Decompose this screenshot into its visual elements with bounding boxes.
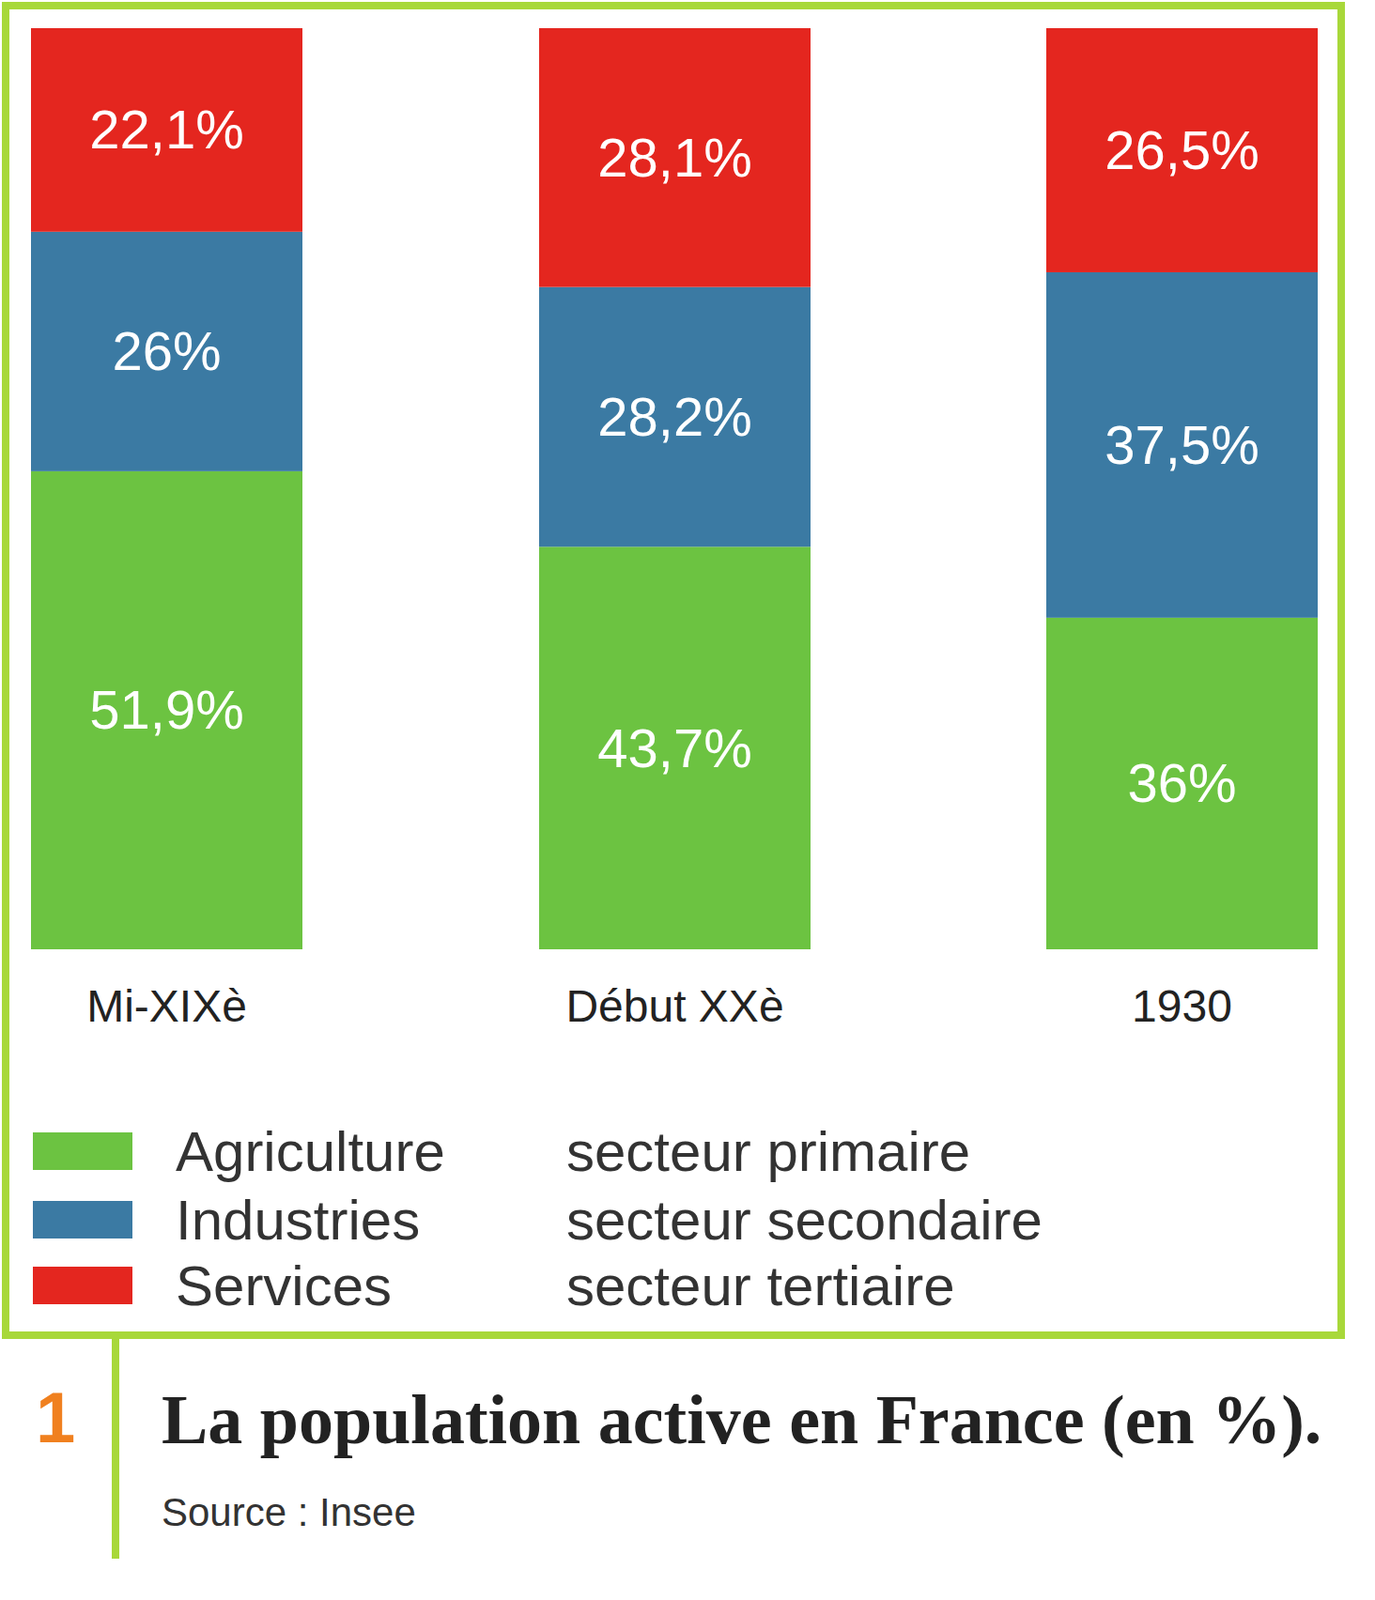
legend-label: Industries [175,1189,420,1252]
bar-segment [30,471,303,950]
frame [5,5,1342,1336]
bar-segment [30,231,303,472]
bar-segment [1046,272,1318,618]
data-labels: 51,9% 26% 22,1% 43,7% 28,2% 28,1% 36% 37,5% 26,5… [89,98,1259,814]
legend-sector: secteur primaire [566,1120,971,1184]
legend-sector: secteur secondaire [566,1189,1043,1252]
data-label: 28,2% [597,386,752,448]
category-label: Début XXè [565,981,784,1032]
data-label: 51,9% [89,679,244,741]
data-label: 37,5% [1104,414,1259,476]
data-label: 22,1% [89,98,244,160]
caption: La population active en France (en %). S… [161,1378,1345,1555]
legend: Agriculture secteur primaire Industries sec… [32,1120,1043,1318]
bar-segment [539,28,811,288]
legend-label: Agriculture [175,1120,446,1184]
legend-sector: secteur tertiaire [566,1254,956,1318]
bar-segment [539,546,811,950]
figure-number: 1 [35,1377,76,1458]
source: Source : Insee [161,1490,417,1535]
caption-rule [111,1337,120,1560]
data-label: 26,5% [1104,119,1259,181]
title: La population active en France (en %). [161,1381,1322,1459]
bar-segment [1046,28,1318,273]
data-label: 43,7% [597,717,752,779]
category-label: 1930 [1131,981,1233,1032]
data-label: 36% [1127,752,1236,814]
category-label: Mi-XIXè [86,981,248,1032]
bars [30,28,1318,950]
bar-segment [30,28,303,232]
data-label: 28,1% [597,126,752,188]
chart: 51,9% 26% 22,1% 43,7% 28,2% 28,1% 36% 37,5% 26,5… [0,0,1375,1600]
legend-label: Services [175,1254,392,1318]
legend-swatch [32,1266,133,1305]
bar-segment [539,287,811,548]
legend-swatch [32,1132,133,1171]
data-label: 26% [111,320,221,382]
bar-segment [1046,617,1318,950]
legend-swatch [32,1201,133,1239]
